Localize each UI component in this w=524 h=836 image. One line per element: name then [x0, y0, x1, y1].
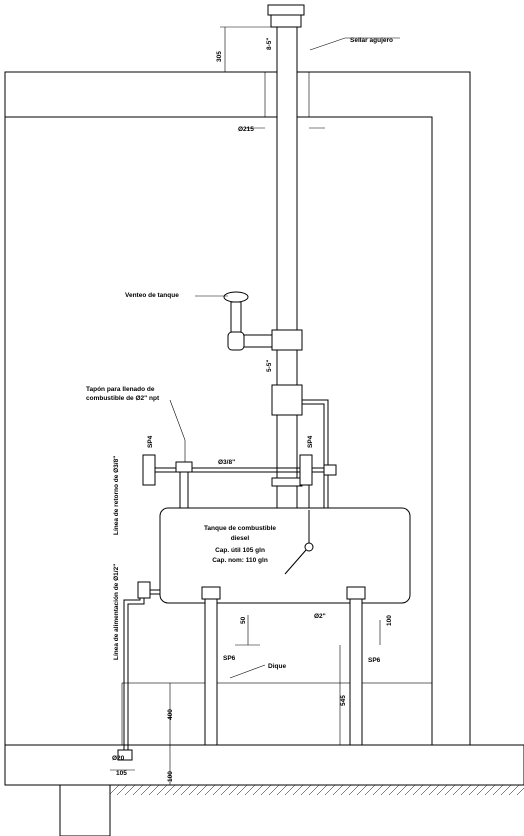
dimension: 400 [167, 709, 174, 720]
dimension: 8-5" [266, 38, 273, 50]
structure [4, 71, 524, 836]
dimension: 100 [167, 771, 174, 782]
supply-line [117, 581, 160, 761]
pipe-tag: SP6 [368, 657, 381, 664]
vent-pipe [267, 4, 305, 511]
float-gauge [284, 510, 314, 575]
dimension: 50 [240, 616, 247, 624]
dimension: 5-5" [266, 360, 273, 372]
label: Dique [268, 663, 286, 670]
dimension: 545 [340, 695, 347, 706]
dimension: 305 [216, 51, 223, 62]
dimension-lines [110, 26, 400, 785]
label: Línea de retorno de Ø3/8" [113, 456, 120, 535]
tank-label: Cap. nom: 110 gln [212, 557, 268, 564]
return-line [142, 399, 337, 510]
tank-legs [201, 586, 366, 746]
label: Línea de alimentación de Ø1/2" [113, 564, 120, 660]
label: combustible de Ø2" npt [86, 395, 160, 402]
pipe-tag: SP4 [147, 435, 154, 448]
tank-vent [223, 291, 273, 351]
dike-wall [121, 682, 433, 746]
tank-label: Cap. útil 105 gln [215, 547, 265, 554]
label: Sellar agujero [350, 37, 393, 44]
dimension: Ø2" [314, 613, 326, 620]
dimension: Ø215 [238, 126, 254, 133]
label: Venteo de tanque [125, 292, 179, 299]
fuel-tank [159, 507, 411, 604]
label: Tapón para llenado de [86, 386, 155, 393]
dimension: Ø3/8" [218, 459, 235, 466]
pipe-tag: SP4 [307, 435, 314, 448]
dimension: 100 [386, 615, 393, 626]
pipe-tag: SP6 [223, 655, 236, 662]
dimension: Ø20 [112, 755, 125, 762]
dimension: 105 [116, 770, 127, 777]
tank-label: diesel [231, 535, 250, 542]
tank-label: Tanque de combustible [204, 525, 276, 532]
